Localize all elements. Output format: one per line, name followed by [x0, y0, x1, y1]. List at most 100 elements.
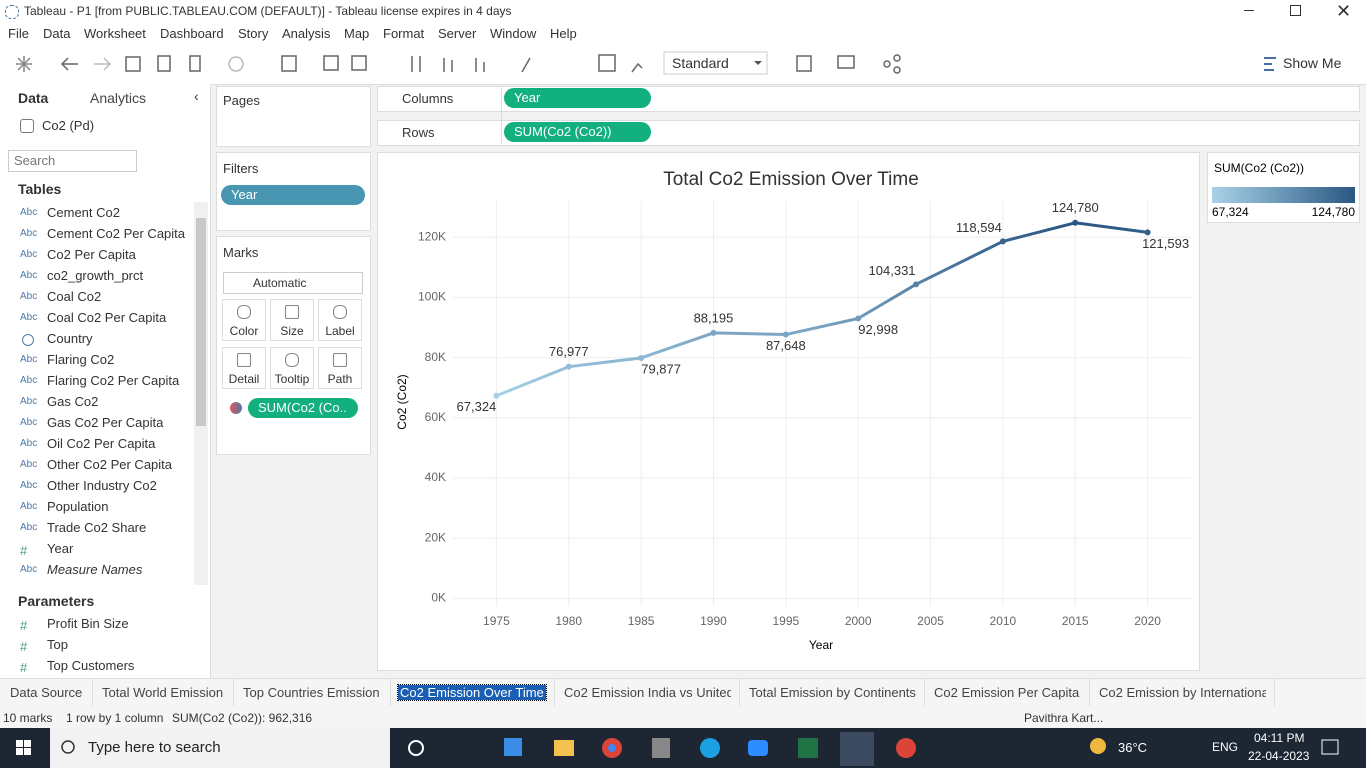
sheet-tab[interactable]: Co2 Emission by Internationa: [1099, 685, 1266, 700]
field[interactable]: Other Industry Co2: [47, 478, 157, 493]
menu-item[interactable]: Analysis: [282, 26, 331, 41]
mark-button-label: Size: [280, 324, 304, 338]
menu-item[interactable]: File: [8, 26, 29, 41]
data-label: 121,593: [1142, 236, 1189, 251]
marks-card: [216, 236, 371, 455]
data-tab[interactable]: Data: [18, 90, 49, 106]
field[interactable]: Co2 Per Capita: [47, 247, 136, 262]
language: ENG: [1212, 740, 1239, 754]
data-label: 67,324: [457, 399, 497, 414]
field[interactable]: Profit Bin Size: [47, 616, 129, 631]
field[interactable]: Top: [47, 637, 68, 652]
sheet-tab[interactable]: Total Emission by Continents: [749, 685, 916, 700]
status-user[interactable]: Pavithra Kart...: [1024, 711, 1104, 725]
columns-pill[interactable]: Year: [504, 88, 651, 108]
field[interactable]: Coal Co2: [47, 289, 102, 304]
menu-item[interactable]: Help: [550, 26, 577, 41]
x-tick-label: 1990: [700, 614, 727, 628]
field[interactable]: Other Co2 Per Capita: [47, 457, 173, 472]
analytics-tab[interactable]: Analytics: [90, 90, 147, 106]
filter-pill[interactable]: Year: [221, 185, 365, 205]
search-box[interactable]: [8, 150, 137, 172]
point: [710, 329, 717, 336]
mark-pill[interactable]: SUM(Co2 (Co..: [248, 398, 358, 418]
data-source[interactable]: Co2 (Pd): [42, 118, 95, 133]
field[interactable]: Top Customers: [47, 658, 135, 673]
menu-item[interactable]: Server: [438, 26, 477, 41]
toolbar-icons: [16, 51, 1276, 75]
sheet-tab[interactable]: Co2 Emission Per Capita: [934, 685, 1080, 700]
field[interactable]: Gas Co2: [47, 394, 99, 409]
mark-type: Automatic: [253, 276, 307, 290]
sheet-tab[interactable]: Co2 Emission India vs United St...: [564, 685, 731, 700]
sheet-tab[interactable]: Data Source: [10, 685, 83, 700]
tab-underline: [0, 111, 76, 113]
scroll-thumb: [196, 218, 206, 426]
point: [782, 331, 789, 338]
y-tick-label: 80K: [425, 350, 446, 364]
columns-title: Columns: [402, 91, 454, 106]
fit-dropdown[interactable]: [663, 51, 768, 75]
field[interactable]: Oil Co2 Per Capita: [47, 436, 156, 451]
point: [1072, 219, 1079, 226]
sheet-tab[interactable]: Total World Emission: [102, 685, 224, 700]
pages-title: Pages: [223, 93, 260, 108]
tab-separator: [390, 679, 391, 707]
field[interactable]: Trade Co2 Share: [47, 520, 147, 535]
menu-bar: File Data Worksheet Dashboard Story Analysis M…: [0, 22, 1366, 44]
field[interactable]: Flaring Co2: [47, 352, 115, 367]
field[interactable]: Measure Names: [47, 562, 143, 577]
field[interactable]: Gas Co2 Per Capita: [47, 415, 164, 430]
logo: [5, 5, 19, 19]
point: [565, 363, 572, 370]
chart-title: Total Co2 Emission Over Time: [663, 169, 919, 190]
mark-button-icon: [237, 353, 251, 367]
mark-button[interactable]: [270, 347, 314, 389]
field-type: Abc: [20, 480, 38, 491]
data-label: 79,877: [641, 361, 681, 376]
data-label: 88,195: [694, 310, 734, 325]
sheet-tab[interactable]: Top Countries Emission: [243, 685, 380, 700]
color-dots: [230, 402, 242, 414]
close-button[interactable]: ✕: [1336, 1, 1352, 21]
mark-button[interactable]: [222, 299, 266, 341]
field[interactable]: Year: [47, 541, 74, 556]
menu-item[interactable]: Window: [490, 26, 537, 41]
line: [495, 221, 1148, 398]
taskbar: Type here to search 36°C ENG 04:11 PM 22-04-…: [0, 728, 1366, 768]
mark-button-icon: [333, 353, 347, 367]
mark-button-label: Path: [327, 372, 353, 386]
window-title: Tableau - P1 [from PUBLIC.TABLEAU.COM (D…: [24, 4, 512, 18]
sheet-tab-selected[interactable]: Co2 Emission Over Time: [397, 684, 547, 701]
data-label: 87,648: [766, 338, 806, 353]
maximize-button[interactable]: [1290, 5, 1301, 16]
menu-item[interactable]: Dashboard: [160, 26, 224, 41]
field[interactable]: Coal Co2 Per Capita: [47, 310, 167, 325]
field[interactable]: co2_growth_prct: [47, 268, 144, 283]
fit-label[interactable]: Standard: [672, 55, 729, 71]
minimize-button[interactable]: [1244, 10, 1254, 11]
field[interactable]: Population: [47, 499, 109, 514]
collapse[interactable]: ‹: [194, 88, 199, 104]
field[interactable]: Cement Co2: [47, 205, 120, 220]
mark-button[interactable]: [318, 299, 362, 341]
rows-pill[interactable]: SUM(Co2 (Co2)): [504, 122, 651, 142]
field[interactable]: Flaring Co2 Per Capita: [47, 373, 180, 388]
field-type: Abc: [20, 396, 38, 407]
field[interactable]: Country: [47, 331, 93, 346]
mark-button-label: Tooltip: [274, 372, 310, 386]
status-summary: SUM(Co2 (Co2)): 962,316: [172, 711, 313, 725]
show-me[interactable]: Show Me: [1283, 55, 1342, 71]
mark-button[interactable]: [270, 299, 314, 341]
menu-item[interactable]: Story: [238, 26, 269, 41]
y-tick-label: 0K: [431, 591, 446, 605]
menu-item[interactable]: Worksheet: [84, 26, 146, 41]
mark-button[interactable]: [222, 347, 266, 389]
menu-item[interactable]: Data: [43, 26, 71, 41]
menu-item[interactable]: Format: [383, 26, 425, 41]
field[interactable]: Cement Co2 Per Capita: [47, 226, 186, 241]
mark-button[interactable]: [318, 347, 362, 389]
menu-item[interactable]: Map: [344, 26, 370, 41]
mark-type-box[interactable]: [223, 272, 363, 294]
taskbar-search[interactable]: Type here to search: [88, 739, 221, 756]
